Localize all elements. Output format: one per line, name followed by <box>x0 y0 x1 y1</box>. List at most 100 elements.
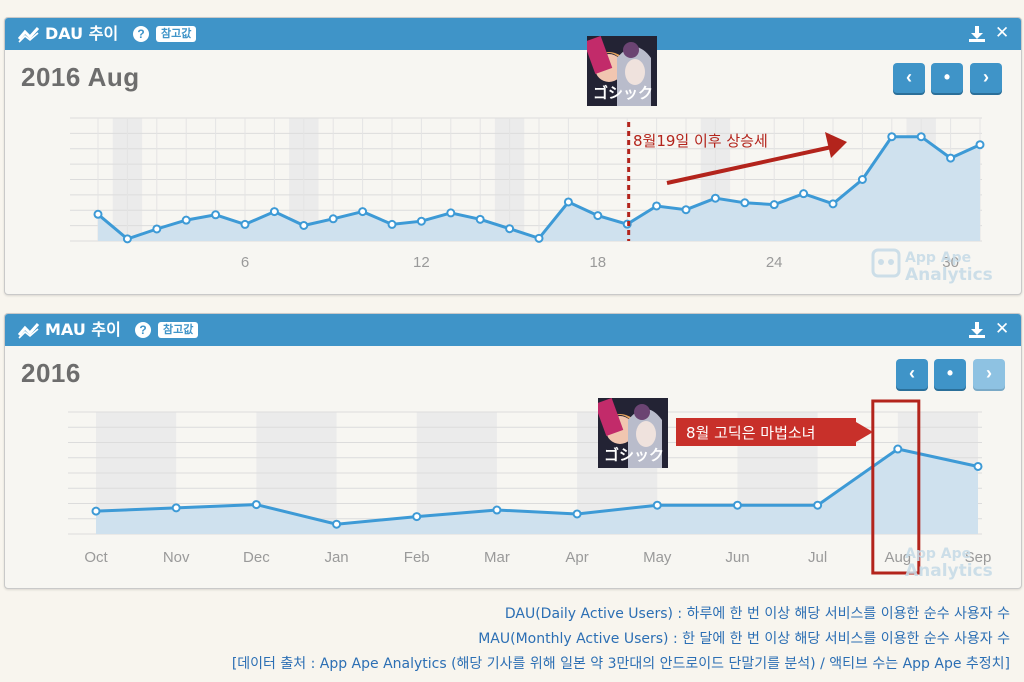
watermark-line1: App Ape <box>905 250 971 266</box>
x-tick-label: Nov <box>163 549 190 566</box>
download-icon[interactable] <box>968 25 986 43</box>
mau-annotation: 8월 고딕은 마법소녀 <box>686 424 815 442</box>
x-tick-label: Dec <box>243 549 270 566</box>
data-point[interactable] <box>91 506 101 516</box>
data-point[interactable] <box>475 214 485 224</box>
data-point[interactable] <box>681 205 691 215</box>
data-point[interactable] <box>828 199 838 209</box>
data-point[interactable] <box>93 209 103 219</box>
x-tick-label: 24 <box>766 254 783 271</box>
data-point[interactable] <box>740 198 750 208</box>
x-tick-label: Jul <box>808 549 827 566</box>
data-point[interactable] <box>732 500 742 510</box>
x-tick-label: Feb <box>404 549 430 566</box>
data-point[interactable] <box>240 219 250 229</box>
data-point[interactable] <box>813 500 823 510</box>
data-point[interactable] <box>887 132 897 142</box>
mau-area <box>96 449 978 534</box>
game-thumbnail: ゴシック <box>587 36 657 106</box>
data-point[interactable] <box>946 153 956 163</box>
data-point[interactable] <box>269 207 279 217</box>
aug-highlight-box <box>871 399 921 575</box>
data-point[interactable] <box>211 210 221 220</box>
panel-header: DAU 추이 ? 참고값 ✕ <box>5 18 1021 50</box>
help-icon[interactable]: ? <box>133 26 149 42</box>
data-point[interactable] <box>446 208 456 218</box>
data-point[interactable] <box>299 220 309 230</box>
watermark-line2: Analytics <box>905 561 993 581</box>
watermark-logo: App Ape Analytics <box>905 546 993 581</box>
dau-chart: 6 12 18 24 30 8월19일 이후 상승세 App Ape Analytics <box>70 117 993 285</box>
data-point[interactable] <box>593 211 603 221</box>
trend-icon <box>18 323 40 339</box>
dau-panel: DAU 추이 ? 참고값 ✕ 2016 Aug ‹ • › 6 12 18 24 30 … <box>4 17 1022 295</box>
dau-annotation: 8월19일 이후 상승세 <box>633 132 768 150</box>
footer-mau-definition: MAU(Monthly Active Users) : 한 달에 한 번 이상 … <box>478 631 1010 647</box>
x-tick-label: Aug <box>884 549 911 566</box>
watermark-line1: App Ape <box>905 546 971 562</box>
svg-text:ゴシック: ゴシック <box>604 446 664 464</box>
close-icon[interactable]: ✕ <box>995 23 1010 42</box>
panel-title: MAU 추이 <box>45 320 121 339</box>
data-point[interactable] <box>122 234 132 244</box>
data-point[interactable] <box>171 503 181 513</box>
x-tick-label: Jun <box>725 549 749 566</box>
dau-area <box>98 136 980 241</box>
current-button[interactable]: • <box>934 359 966 389</box>
prev-button[interactable]: ‹ <box>896 359 928 389</box>
x-tick-label: 6 <box>241 254 249 271</box>
mau-chart: Oct Nov Dec Jan Feb Mar Apr May Jun Jul Aug Sep 8월 … <box>68 399 993 581</box>
chevron-left-icon: ‹ <box>909 363 915 383</box>
reference-badge: 참고값 <box>158 322 199 338</box>
watermark-line2: Analytics <box>905 265 993 285</box>
current-button[interactable]: • <box>931 63 963 93</box>
data-point[interactable] <box>857 175 867 184</box>
chevron-left-icon: ‹ <box>906 67 912 87</box>
download-icon[interactable] <box>968 321 986 339</box>
data-point[interactable] <box>387 219 397 229</box>
data-point[interactable] <box>412 512 422 522</box>
data-point[interactable] <box>563 197 573 207</box>
close-icon[interactable]: ✕ <box>995 319 1010 338</box>
arrow-head <box>825 132 847 158</box>
data-point[interactable] <box>416 216 426 226</box>
data-point[interactable] <box>152 224 162 234</box>
period-title: 2016 <box>21 358 81 388</box>
x-tick-label: Apr <box>565 549 588 566</box>
data-point[interactable] <box>492 505 502 515</box>
next-button[interactable]: › <box>973 359 1005 389</box>
data-point[interactable] <box>358 207 368 217</box>
x-tick-label: 30 <box>942 254 959 271</box>
data-point[interactable] <box>799 189 809 199</box>
data-point[interactable] <box>973 461 983 471</box>
svg-text:ゴシック: ゴシック <box>593 84 653 102</box>
period-title: 2016 Aug <box>21 62 140 92</box>
data-point[interactable] <box>534 233 544 243</box>
watermark-logo: App Ape Analytics <box>871 248 993 285</box>
data-point[interactable] <box>652 500 662 510</box>
data-point[interactable] <box>181 215 191 225</box>
mau-line <box>95 447 979 526</box>
data-point[interactable] <box>893 444 903 454</box>
data-point[interactable] <box>505 224 515 234</box>
x-tick-label: 18 <box>589 254 606 271</box>
trend-arrow <box>666 143 842 185</box>
prev-button[interactable]: ‹ <box>893 63 925 93</box>
data-point[interactable] <box>652 201 662 211</box>
data-point[interactable] <box>572 509 582 519</box>
data-point[interactable] <box>328 214 338 224</box>
mau-panel: MAU 추이 ? 참고값 ✕ 2016 ‹ • › Oct Nov Dec Jan Fe… <box>4 313 1022 589</box>
game-thumbnail: ゴシック <box>598 398 668 468</box>
data-point[interactable] <box>332 519 342 529</box>
mau-annotation-callout: 8월 고딕은 마법소녀 <box>676 418 873 446</box>
next-button[interactable]: › <box>970 63 1002 93</box>
help-icon[interactable]: ? <box>135 322 151 338</box>
x-tick-label: May <box>643 549 672 566</box>
data-point[interactable] <box>769 200 779 210</box>
data-point[interactable] <box>916 132 926 142</box>
data-point[interactable] <box>251 500 261 510</box>
footer-dau-definition: DAU(Daily Active Users) : 하루에 한 번 이상 해당 … <box>504 606 1010 622</box>
data-point[interactable] <box>975 140 985 150</box>
x-tick-label: 12 <box>413 254 430 271</box>
data-point[interactable] <box>710 193 720 203</box>
